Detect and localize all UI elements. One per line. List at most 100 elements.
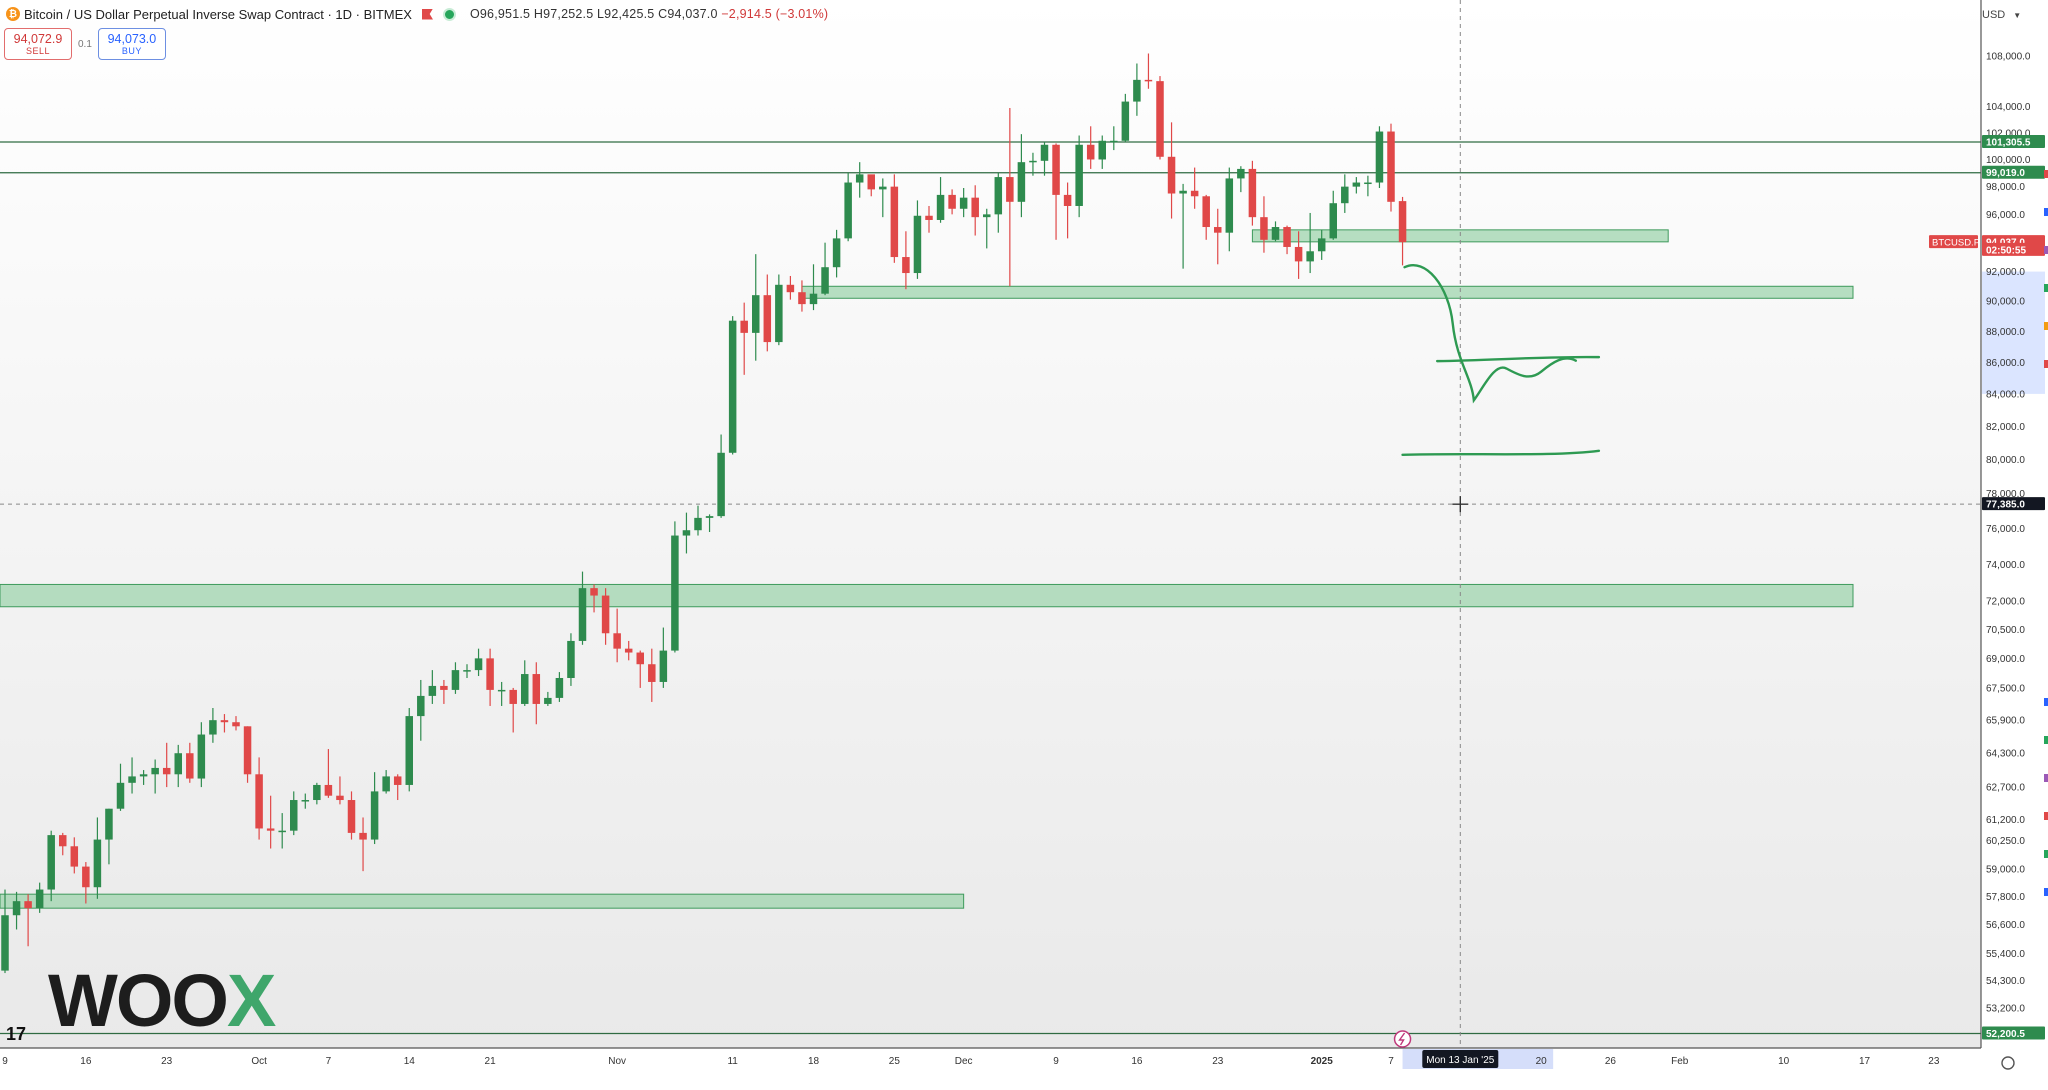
candle-body	[671, 535, 679, 651]
time-tick-label: Dec	[955, 1056, 973, 1067]
candle-body	[116, 782, 125, 809]
candle-body	[902, 257, 910, 274]
candle-body	[936, 194, 945, 220]
candle	[59, 832, 67, 856]
candle-body	[1237, 168, 1245, 179]
time-tick-label: 23	[1212, 1056, 1224, 1067]
candle-body	[1, 915, 9, 971]
candle	[694, 505, 702, 536]
price-tick-label: 108,000.0	[1986, 52, 2031, 63]
candle	[1202, 194, 1210, 240]
candle-body	[1121, 101, 1130, 141]
price-label: 99,019.0	[1986, 168, 2025, 179]
candle-body	[1375, 131, 1384, 183]
price-tick-label: 64,300.0	[1986, 749, 2025, 760]
price-tick-label: 69,000.0	[1986, 654, 2025, 665]
candle-body	[798, 292, 806, 305]
candle	[278, 813, 286, 849]
candle-body	[890, 186, 899, 258]
candle	[1237, 166, 1245, 193]
candle-body	[474, 658, 483, 671]
candle	[440, 679, 448, 704]
candle	[243, 726, 252, 783]
candle	[301, 793, 310, 809]
tradingview-logo: 17	[6, 1024, 27, 1044]
candle	[255, 757, 263, 840]
candle-body	[93, 839, 102, 888]
time-axis	[0, 1048, 2048, 1090]
candle-body	[336, 795, 344, 801]
candle-body	[12, 901, 21, 916]
candle-body	[47, 835, 55, 890]
time-tick-label: 21	[485, 1056, 497, 1067]
time-tick-label: 14	[404, 1056, 416, 1067]
candle-body	[290, 800, 298, 831]
price-tick-label: 57,800.0	[1986, 892, 2025, 903]
candle	[913, 200, 922, 279]
candle-body	[313, 784, 321, 801]
flag-icon[interactable]	[421, 8, 433, 20]
candle-body	[855, 174, 864, 183]
sell-label: SELL	[25, 46, 51, 56]
candle	[636, 650, 644, 688]
price-tick-label: 76,000.0	[1986, 524, 2025, 535]
candle	[370, 772, 379, 845]
price-tick-label: 100,000.0	[1986, 155, 2031, 166]
candle-body	[220, 720, 229, 723]
price-tick-label: 56,600.0	[1986, 920, 2025, 931]
candle-body	[301, 800, 310, 802]
candle-body	[1190, 190, 1199, 197]
candle	[521, 660, 529, 706]
candle-body	[844, 182, 852, 239]
candle	[1121, 93, 1130, 143]
ohlc-values: O96,951.5 H97,252.5 L92,425.5 C94,037.0 …	[470, 7, 828, 21]
candle	[809, 264, 818, 311]
price-tick-label: 96,000.0	[1986, 210, 2025, 221]
candle-body	[451, 670, 460, 690]
candle-body	[717, 452, 725, 517]
candle-body	[740, 320, 748, 333]
price-tick-label: 62,700.0	[1986, 783, 2025, 794]
candle	[832, 229, 841, 278]
trade-panel: 94,072.9 SELL 0.1 94,073.0 BUY	[4, 28, 166, 60]
candle	[174, 744, 182, 788]
candle	[659, 627, 668, 688]
candle-body	[1006, 177, 1014, 202]
candle-body	[1063, 194, 1072, 206]
price-tick-label: 90,000.0	[1986, 297, 2025, 308]
currency-label: USD	[1982, 9, 2006, 21]
indicator-marker	[2044, 360, 2048, 368]
buy-button[interactable]: 94,073.0 BUY	[97, 28, 166, 60]
candle-body	[913, 215, 922, 274]
time-tick-label: 11	[727, 1056, 738, 1067]
candle	[948, 189, 956, 215]
candle	[220, 714, 229, 733]
price-tick-label: 74,000.0	[1986, 560, 2025, 571]
candle	[347, 791, 356, 840]
candle-body	[162, 767, 171, 775]
candle	[705, 514, 714, 532]
price-tick-label: 102,000.0	[1986, 128, 2031, 139]
candle	[105, 808, 113, 865]
indicator-marker	[2044, 246, 2048, 254]
candle	[474, 648, 483, 677]
candle	[1248, 160, 1257, 226]
price-label-box	[1982, 497, 2045, 511]
candle	[902, 231, 910, 290]
sell-button[interactable]: 94,072.9 SELL	[4, 28, 72, 60]
candle	[93, 817, 102, 899]
candle	[578, 571, 587, 645]
price-label: 77,385.0	[1986, 500, 2025, 511]
symbol-title[interactable]: Bitcoin / US Dollar Perpetual Inverse Sw…	[24, 6, 412, 22]
time-tick-label: Nov	[608, 1056, 626, 1067]
candle	[740, 302, 748, 375]
ohlc-open: O96,951.5	[469, 7, 531, 21]
candle	[1317, 229, 1326, 260]
market-status-icon	[442, 7, 456, 21]
candle	[763, 274, 772, 352]
currency-select[interactable]: USD ▼	[1982, 6, 2026, 24]
price-tick-label: 92,000.0	[1986, 267, 2025, 278]
ohlc-low: L92,425.5	[597, 7, 655, 21]
candle-body	[1329, 203, 1337, 239]
